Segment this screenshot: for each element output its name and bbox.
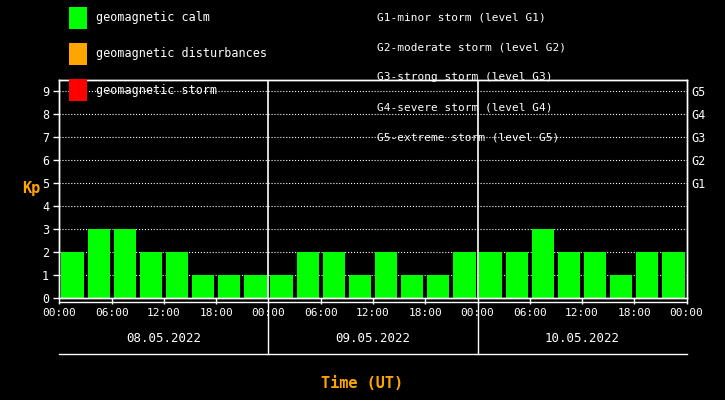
Text: geomagnetic disturbances: geomagnetic disturbances xyxy=(96,48,267,60)
Bar xyxy=(663,252,684,298)
Bar xyxy=(140,252,162,298)
Bar xyxy=(505,252,528,298)
Text: G2-moderate storm (level G2): G2-moderate storm (level G2) xyxy=(377,42,566,52)
Text: 09.05.2022: 09.05.2022 xyxy=(336,332,410,344)
Bar xyxy=(453,252,476,298)
Text: geomagnetic calm: geomagnetic calm xyxy=(96,12,210,24)
Bar xyxy=(192,275,215,298)
Bar xyxy=(166,252,188,298)
Bar xyxy=(584,252,606,298)
Bar xyxy=(323,252,345,298)
Bar xyxy=(427,275,450,298)
Text: G1-minor storm (level G1): G1-minor storm (level G1) xyxy=(377,12,546,22)
Bar xyxy=(479,252,502,298)
Y-axis label: Kp: Kp xyxy=(22,182,40,196)
Text: Time (UT): Time (UT) xyxy=(321,376,404,392)
Bar xyxy=(297,252,319,298)
Bar xyxy=(558,252,580,298)
Bar xyxy=(218,275,241,298)
Text: G3-strong storm (level G3): G3-strong storm (level G3) xyxy=(377,72,552,82)
Bar xyxy=(375,252,397,298)
Bar xyxy=(531,229,554,298)
Bar xyxy=(270,275,293,298)
Bar xyxy=(62,252,83,298)
Bar xyxy=(637,252,658,298)
Bar xyxy=(610,275,632,298)
Text: G4-severe storm (level G4): G4-severe storm (level G4) xyxy=(377,102,552,112)
Bar xyxy=(244,275,267,298)
Text: 10.05.2022: 10.05.2022 xyxy=(544,332,620,344)
Text: 08.05.2022: 08.05.2022 xyxy=(126,332,202,344)
Bar xyxy=(401,275,423,298)
Bar xyxy=(114,229,136,298)
Text: G5-extreme storm (level G5): G5-extreme storm (level G5) xyxy=(377,132,559,142)
Bar xyxy=(88,229,109,298)
Text: geomagnetic storm: geomagnetic storm xyxy=(96,84,217,96)
Bar xyxy=(349,275,371,298)
